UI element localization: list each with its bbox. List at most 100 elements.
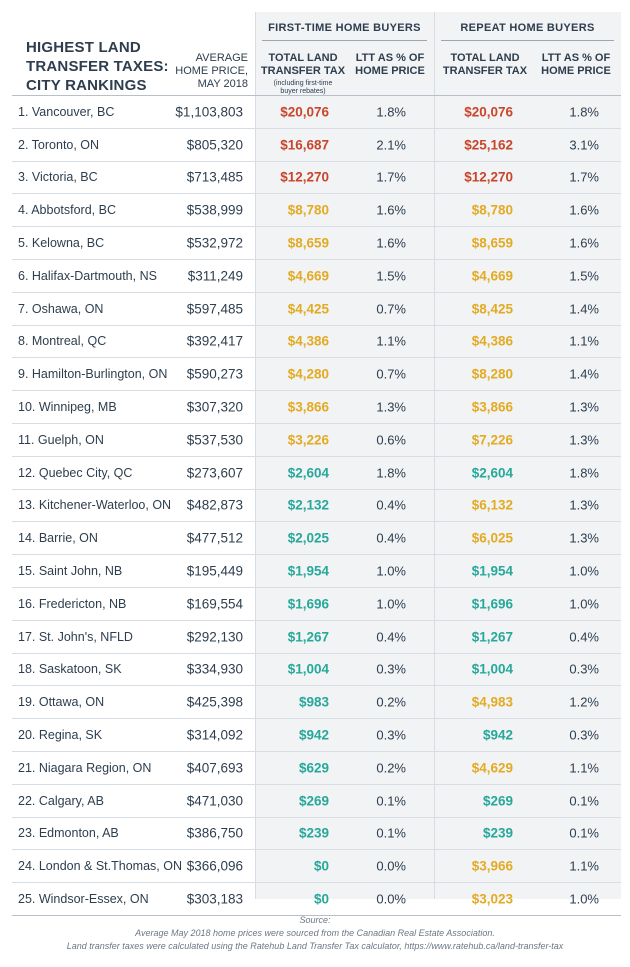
source-line-1: Average May 2018 home prices were source… [135,928,495,938]
rp-tax-cell: $1,267 [471,629,513,645]
rp-pct-cell: 0.1% [569,825,599,841]
rp-tax-cell: $7,226 [471,432,513,448]
rp-tax-cell: $1,696 [471,596,513,612]
table-row: 1. Vancouver, BC $1,103,803 $20,076 1.8% $20… [12,96,621,129]
table-row: 5. Kelowna, BC $532,972 $8,659 1.6% $8,659 1.… [12,227,621,260]
city-cell: 18. Saskatoon, SK [18,662,122,677]
avg-price-cell: $471,030 [186,793,243,809]
rp-tax-cell: $6,025 [471,530,513,546]
ft-tax-cell: $1,696 [287,596,329,612]
ft-tax-cell: $4,280 [287,366,329,382]
city-cell: 13. Kitchener-Waterloo, ON [18,498,172,513]
title-line: HIGHEST LAND [26,39,141,56]
rp-tax-cell: $4,386 [471,333,513,349]
ft-tax-cell: $3,866 [287,399,329,415]
avg-price-cell: $477,512 [186,530,243,546]
ft-tax-cell: $1,004 [287,661,329,677]
avg-price-cell: $713,485 [186,169,243,185]
table-row: 4. Abbotsford, BC $538,999 $8,780 1.6% $8,78… [12,194,621,228]
rp-pct-cell: 1.2% [569,694,599,710]
table-row: 10. Winnipeg, MB $307,320 $3,866 1.3% $3,866… [12,391,621,424]
avg-price-cell: $169,554 [186,596,243,612]
ft-pct-cell: 0.2% [376,694,406,710]
table-row: 13. Kitchener-Waterloo, ON $482,873 $2,132… [12,490,621,523]
avg-price-header-line: HOME PRICE, [175,65,248,77]
city-cell: 7. Oshawa, ON [18,301,104,316]
ft-tax-cell: $1,267 [287,629,329,645]
avg-price-cell: $311,249 [187,268,243,284]
avg-price-header-line: MAY 2018 [197,78,248,90]
avg-price-cell: $273,607 [186,465,243,481]
avg-price-cell: $407,693 [186,760,243,776]
avg-price-cell: $805,320 [186,137,243,153]
table-row: 3. Victoria, BC $713,485 $12,270 1.7% $12,27… [12,162,621,195]
table-row: 24. London & St.Thomas, ON $366,096 $0 0.0%… [12,850,621,884]
city-cell: 20. Regina, SK [18,728,103,743]
ft-tax-note-line: buyer rebates) [280,88,326,95]
ft-tax-header-line: TRANSFER TAX [260,65,346,77]
ft-pct-cell: 2.1% [376,137,406,153]
ft-pct-cell: 0.4% [376,629,406,645]
ft-tax-cell: $239 [298,825,329,841]
avg-price-cell: $195,449 [186,563,243,579]
rp-pct-cell: 1.1% [569,858,599,874]
ft-tax-cell: $20,076 [280,104,329,120]
ft-pct-cell: 0.3% [376,661,406,677]
city-cell: 3. Victoria, BC [18,170,98,185]
rp-pct-cell: 1.8% [569,104,599,120]
avg-price-cell: $334,930 [186,661,243,677]
rp-tax-cell: $3,023 [471,891,513,907]
city-cell: 6. Halifax-Dartmouth, NS [18,268,157,283]
rp-pct-cell: 1.3% [569,530,599,546]
rp-tax-cell: $6,132 [471,497,513,513]
rp-pct-cell: 0.3% [569,661,599,677]
rp-pct-cell: 1.0% [569,891,599,907]
rp-tax-cell: $8,659 [471,235,513,251]
ft-pct-cell: 1.5% [376,268,406,284]
rp-tax-header-line: TOTAL LAND [450,52,520,64]
ft-tax-cell: $4,425 [287,301,329,317]
avg-price-cell: $314,092 [186,727,243,743]
rp-tax-cell: $4,629 [471,760,513,776]
table-title: HIGHEST LAND TRANSFER TAXES: CITY RANKIN… [26,38,169,95]
city-cell: 22. Calgary, AB [18,793,104,808]
rp-tax-cell: $4,669 [471,268,513,284]
table-row: 12. Quebec City, QC $273,607 $2,604 1.8% $2,… [12,457,621,490]
rp-pct-cell: 1.1% [569,333,599,349]
ft-pct-cell: 1.8% [376,104,406,120]
avg-price-header: AVERAGE HOME PRICE, MAY 2018 [168,52,248,91]
rp-pct-cell: 1.8% [569,465,599,481]
rp-tax-cell: $3,866 [471,399,513,415]
table-row: 25. Windsor-Essex, ON $303,183 $0 0.0% $3,02… [12,883,621,916]
ft-tax-cell: $4,386 [287,333,329,349]
city-cell: 1. Vancouver, BC [18,104,115,119]
ft-pct-cell: 1.6% [376,235,406,251]
source-line-2: Land transfer taxes were calculated usin… [66,941,564,951]
ft-tax-header: TOTAL LAND TRANSFER TAX (including first… [258,52,348,96]
ft-tax-cell: $3,226 [287,432,329,448]
rp-tax-cell: $2,604 [471,465,513,481]
ft-pct-header-line: HOME PRICE [355,65,425,77]
table-row: 9. Hamilton-Burlington, ON $590,273 $4,280… [12,358,621,392]
city-cell: 15. Saint John, NB [18,564,123,579]
city-cell: 5. Kelowna, BC [18,236,105,251]
ft-pct-cell: 0.6% [376,432,406,448]
repeat-header-rule [441,40,614,41]
ft-pct-cell: 1.0% [376,596,406,612]
rp-pct-cell: 0.3% [569,727,599,743]
avg-price-cell: $532,972 [186,235,243,251]
city-cell: 9. Hamilton-Burlington, ON [18,367,168,382]
ft-pct-header-line: LTT AS % OF [355,52,425,64]
ft-pct-cell: 0.3% [376,727,406,743]
rp-tax-cell: $8,780 [471,202,513,218]
repeat-buyers-header: REPEAT HOME BUYERS [460,22,595,34]
ft-tax-cell: $2,132 [287,497,329,513]
avg-price-cell: $597,485 [186,301,243,317]
table-row: 18. Saskatoon, SK $334,930 $1,004 0.3% $1,00… [12,654,621,687]
avg-price-cell: $292,130 [186,629,243,645]
avg-price-cell: $590,273 [186,366,243,382]
avg-price-cell: $1,103,803 [175,104,243,120]
ft-tax-cell: $629 [298,760,329,776]
table-row: 15. Saint John, NB $195,449 $1,954 1.0% $1,9… [12,555,621,588]
avg-price-header-line: AVERAGE [195,52,248,64]
